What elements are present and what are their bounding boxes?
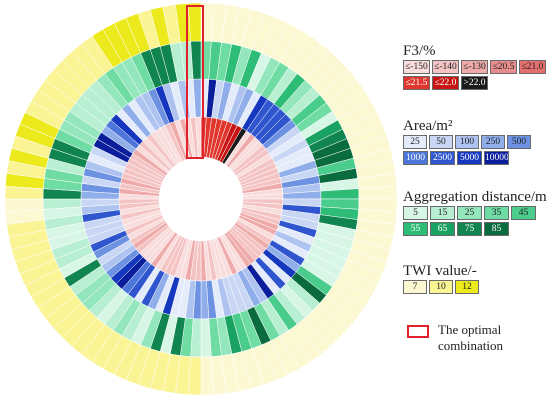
legend-swatch: ≤20.5 [490,60,517,74]
legend-f3-row2: ≤21.5 ≤22.0 >22.0 [403,76,548,90]
legend-swatch: 5 [403,206,428,220]
legend-aggregation-row1: 5 15 25 35 45 [403,206,547,220]
legend-swatch: 100 [455,135,479,149]
legend-twi-title: TWI value/- [403,263,477,279]
legend-swatch: 25 [457,206,482,220]
ring-4-segment [187,2,202,42]
legend-area: Area/m² 25 50 100 250 500 1000 2500 5000 10000 [403,117,533,165]
legend-twi-row1: 7 10 12 [403,280,481,294]
legend-area-row2: 1000 2500 5000 10000 [403,151,533,165]
legend-swatch: 250 [481,135,505,149]
legend-f3-title: F3/% [403,43,436,59]
legend-swatch: 55 [403,222,428,236]
legend-aggregation-row2: 55 65 75 85 [403,222,547,236]
legend-swatch: 15 [430,206,455,220]
legend-swatch: 10000 [484,151,509,165]
legend-swatch: 10 [429,280,453,294]
legend-twi: TWI value/- 7 10 12 [403,262,481,294]
legend-swatch: ≤-140 [432,60,459,74]
optimal-legend-box [407,325,429,338]
legend-swatch: 50 [429,135,453,149]
legend-swatch: 85 [484,222,509,236]
legend-swatch: ≤-130 [461,60,488,74]
legend-swatch: 75 [457,222,482,236]
legend-swatch: 35 [484,206,509,220]
optimal-legend-label: The optimal combination [438,322,503,353]
ring-4-segment [358,185,398,200]
ring-4-segment [200,356,215,396]
legend-f3: F3/% ≤-150 ≤-140 ≤-130 ≤20.5 ≤21.0 ≤21.5 ≤22.… [403,42,548,90]
legend-swatch: 12 [455,280,479,294]
legend-area-row1: 25 50 100 250 500 [403,135,533,149]
legend-swatch: 5000 [457,151,482,165]
legend-aggregation: Aggregation distance/m 5 15 25 35 45 55 65 75 8… [403,188,547,236]
legend-swatch: ≤22.0 [432,76,459,90]
legend-swatch: ≤21.5 [403,76,430,90]
legend-swatch: ≤-150 [403,60,430,74]
ring-4-segment [4,198,44,213]
legend-swatch: 25 [403,135,427,149]
legend-swatch: 65 [430,222,455,236]
legend-swatch: 45 [511,206,536,220]
legend-swatch: 500 [507,135,531,149]
legend-swatch: 2500 [430,151,455,165]
legend-f3-row1: ≤-150 ≤-140 ≤-130 ≤20.5 ≤21.0 [403,60,548,74]
legend-swatch: 1000 [403,151,428,165]
legend-area-title: Area/m² [403,118,453,134]
optimal-combination-highlight [186,5,204,159]
legend-swatch: 7 [403,280,427,294]
legend-aggregation-title: Aggregation distance/m [403,189,547,205]
legend-swatch: >22.0 [461,76,488,90]
legend-swatch: ≤21.0 [519,60,546,74]
